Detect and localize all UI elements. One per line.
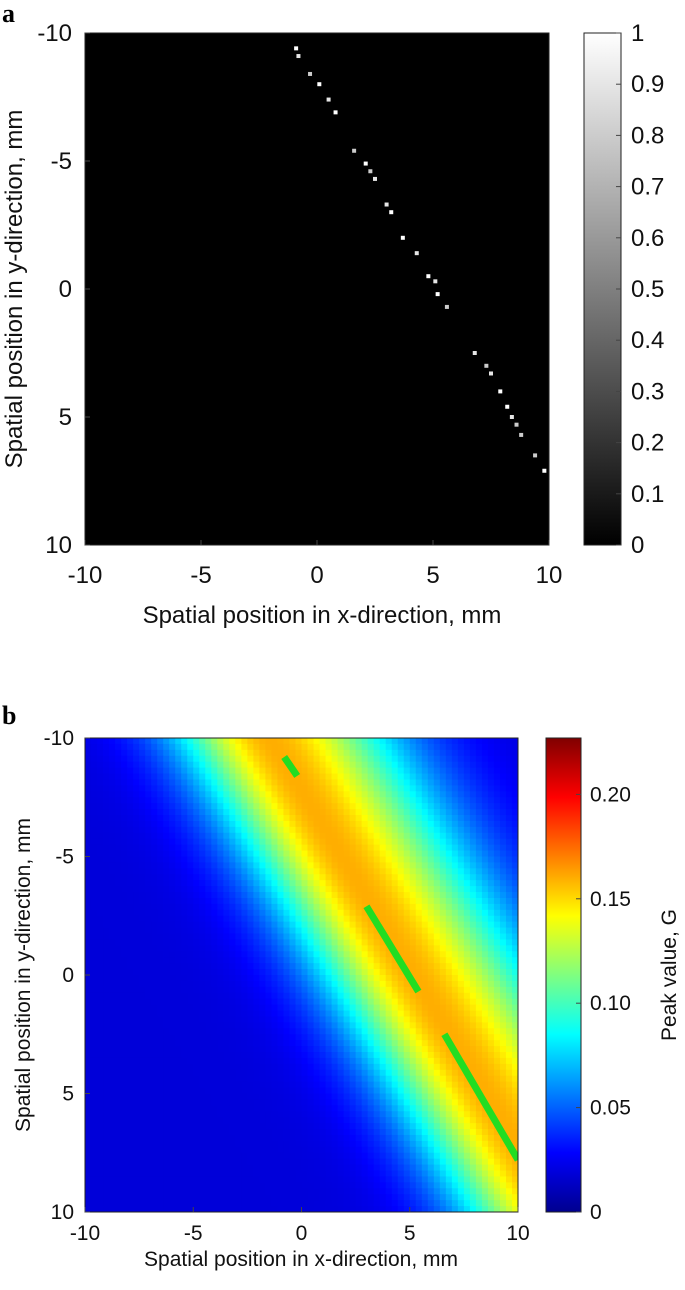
panel-a-point-2 <box>308 71 313 76</box>
panel-a-y-tick-label: 5 <box>59 404 72 431</box>
panel-a-point-14 <box>426 274 431 279</box>
panel-b-x-tick-label: 5 <box>404 1222 416 1245</box>
panel-b-colorbar-tick-label: 0.20 <box>590 783 631 806</box>
panel-a-point-11 <box>389 210 394 215</box>
panel-b-colorbar-tick-label: 0.05 <box>590 1097 631 1120</box>
panel-b-y-ticks: -10 -5 0 5 10 <box>44 727 90 1224</box>
panel-b-x-tick-label: 0 <box>296 1222 308 1245</box>
panel-a-colorbar-tick-label: 0.8 <box>631 122 664 149</box>
panel-a-point-16 <box>435 292 440 297</box>
panel-a-point-22 <box>505 404 510 409</box>
panel-a-x-tick-label: 10 <box>536 562 563 589</box>
panel-a-point-1 <box>296 54 301 59</box>
panel-b-y-axis-label: Spatial position in y-direction, mm <box>12 818 35 1132</box>
panel-b-y-tick-label: -10 <box>44 727 74 750</box>
panel-a-y-tick-label: 0 <box>59 276 72 303</box>
panel-b: b -10 -5 0 5 10 -10 -5 0 5 10 Spatial position i… <box>2 701 681 1271</box>
panel-a-point-24 <box>514 422 519 427</box>
panel-a-point-12 <box>400 235 405 240</box>
panel-a-data-points <box>294 46 547 473</box>
panel-a-point-13 <box>414 251 419 256</box>
panel-a-point-9 <box>373 176 377 181</box>
panel-b-green-segment-2 <box>441 1032 518 1162</box>
panel-a-x-tick-label: 5 <box>426 562 439 589</box>
panel-b-field-heatmap <box>85 738 518 1212</box>
panel-b-y-tick-label: 10 <box>51 1201 74 1224</box>
panel-b-colorbar-tick-label: 0.10 <box>590 992 631 1015</box>
panel-b-x-axis-label: Spatial position in x-direction, mm <box>144 1248 458 1271</box>
panel-a-point-10 <box>384 202 389 207</box>
panel-a-x-axis-label: Spatial position in x-direction, mm <box>143 602 502 629</box>
panel-a-colorbar-tick-label: 0.4 <box>631 327 664 354</box>
panel-a-x-tick-label: 0 <box>310 562 323 589</box>
panel-a-point-0 <box>294 46 299 51</box>
panel-a-y-ticks: -10 -5 0 5 10 <box>37 20 90 559</box>
panel-b-x-tick-label: -10 <box>70 1222 100 1245</box>
panel-b-colorbar-label: Peak value, G <box>658 909 681 1041</box>
panel-a-x-ticks: -10 -5 0 5 10 <box>68 540 563 589</box>
panel-b-overlay-segments <box>281 754 518 1162</box>
panel-a-point-18 <box>472 351 477 355</box>
panel-a-y-tick-label: -10 <box>37 20 72 47</box>
panel-a-y-tick-label: 10 <box>45 532 72 559</box>
panel-a-point-6 <box>352 148 357 153</box>
panel-a-colorbar <box>583 32 622 546</box>
panel-a-colorbar-tick-label: 0.5 <box>631 276 664 303</box>
panel-b-x-tick-label: 10 <box>506 1222 529 1245</box>
panel-a-point-20 <box>489 371 493 376</box>
panel-a-point-8 <box>368 169 373 174</box>
panel-a-letter: a <box>2 0 15 28</box>
panel-b-x-ticks: -10 -5 0 5 10 <box>70 1207 530 1245</box>
panel-b-y-tick-label: -5 <box>55 846 74 869</box>
panel-a-colorbar-tick-label: 0.7 <box>631 174 664 201</box>
panel-b-letter: b <box>2 701 16 730</box>
panel-a-point-5 <box>333 110 338 115</box>
panel-a-point-15 <box>433 279 438 284</box>
panel-a-point-27 <box>542 468 547 473</box>
panel-a-point-25 <box>519 432 524 437</box>
panel-a-colorbar-tick-label: 0.3 <box>631 378 664 405</box>
panel-b-x-tick-label: -5 <box>184 1222 203 1245</box>
panel-a-point-21 <box>498 389 503 394</box>
panel-a-point-3 <box>317 82 322 87</box>
panel-a-point-26 <box>533 453 538 458</box>
panel-a-point-4 <box>326 97 331 102</box>
panel-b-green-segment-1 <box>363 904 422 994</box>
panel-a-colorbar-tick-label: 1 <box>631 20 644 47</box>
panel-a-y-axis-label: Spatial position in y-direction, mm <box>1 110 28 469</box>
panel-b-colorbar <box>545 737 582 1213</box>
panel-a-colorbar-tick-label: 0.6 <box>631 225 664 252</box>
panel-a-colorbar-tick-label: 0.2 <box>631 430 664 457</box>
panel-a-point-23 <box>509 415 514 419</box>
panel-b-y-tick-label: 5 <box>62 1083 74 1106</box>
panel-a-colorbar-ticks: 0 0.1 0.2 0.3 0.4 0.5 0.6 0.7 0.8 0.9 1 <box>616 20 664 559</box>
panel-a-plot-area <box>84 32 550 546</box>
panel-a-point-19 <box>484 363 489 368</box>
panel-a-colorbar-tick-label: 0.9 <box>631 71 664 98</box>
panel-b-colorbar-tick-label: 0 <box>590 1201 602 1224</box>
panel-a-colorbar-tick-label: 0 <box>631 532 644 559</box>
panel-b-colorbar-ticks: 0 0.05 0.10 0.15 0.20 <box>576 783 631 1224</box>
panel-a-colorbar-tick-label: 0.1 <box>631 481 664 508</box>
panel-b-green-segment-0 <box>281 754 301 778</box>
panel-a-x-tick-label: -5 <box>190 562 211 589</box>
panel-b-y-tick-label: 0 <box>62 964 74 987</box>
panel-a-y-tick-label: -5 <box>51 148 72 175</box>
panel-a-point-17 <box>444 304 449 309</box>
panel-a-point-7 <box>363 161 368 166</box>
panel-b-colorbar-tick-label: 0.15 <box>590 888 631 911</box>
panel-a-x-tick-label: -10 <box>68 562 103 589</box>
